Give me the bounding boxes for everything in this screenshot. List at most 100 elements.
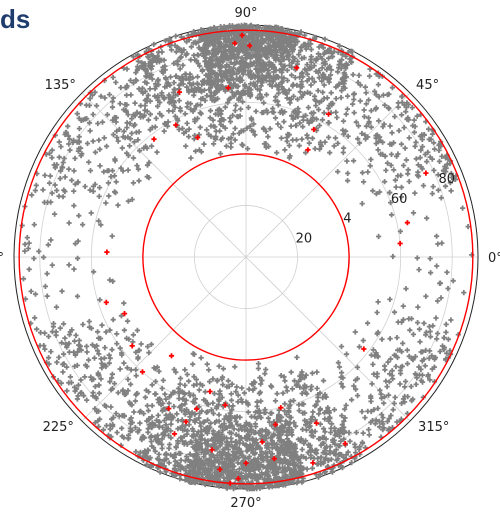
data-point-gray <box>442 183 449 189</box>
data-point-red <box>217 466 223 472</box>
data-point-gray <box>411 129 417 135</box>
data-point-gray <box>322 455 329 461</box>
data-point-gray <box>342 78 348 84</box>
data-point-gray <box>317 471 323 477</box>
data-point-gray <box>418 147 424 153</box>
data-point-gray <box>120 168 126 174</box>
data-point-gray <box>220 366 226 372</box>
data-point-gray <box>355 123 362 129</box>
data-point-gray <box>229 23 235 29</box>
data-point-gray <box>194 439 201 445</box>
data-point-gray <box>107 379 113 385</box>
data-point-gray <box>48 237 54 243</box>
data-point-gray <box>114 331 120 337</box>
data-point-gray <box>377 387 383 393</box>
data-point-gray <box>310 115 316 121</box>
data-point-gray <box>341 454 347 460</box>
data-point-gray <box>284 135 290 141</box>
data-point-gray <box>74 139 80 145</box>
data-point-gray <box>461 290 467 296</box>
data-point-gray <box>235 446 241 453</box>
data-point-gray <box>91 355 98 361</box>
data-point-gray <box>72 338 78 344</box>
data-point-gray <box>233 102 239 109</box>
data-point-gray <box>117 366 123 372</box>
data-point-gray <box>204 49 211 56</box>
data-point-gray <box>193 148 199 154</box>
data-point-gray <box>355 136 361 142</box>
data-point-gray <box>291 467 297 473</box>
data-point-gray <box>400 340 406 346</box>
data-point-gray <box>394 419 400 425</box>
data-point-gray <box>114 341 120 347</box>
data-point-gray <box>208 85 214 91</box>
data-point-gray <box>284 95 290 101</box>
data-point-gray <box>171 102 177 109</box>
data-point-gray <box>190 426 196 432</box>
data-point-gray <box>125 152 132 159</box>
data-point-gray <box>270 105 276 112</box>
data-point-gray <box>76 337 82 344</box>
data-point-gray <box>185 457 191 463</box>
data-point-gray <box>274 150 280 156</box>
data-point-gray <box>443 329 449 335</box>
data-point-gray <box>119 425 125 431</box>
data-point-gray <box>232 107 238 114</box>
data-point-gray <box>339 413 345 419</box>
data-point-gray <box>320 434 326 441</box>
data-point-gray <box>373 92 379 98</box>
data-point-gray <box>419 144 426 150</box>
data-point-gray <box>414 113 420 119</box>
data-point-gray <box>211 454 217 461</box>
data-point-gray <box>175 118 181 124</box>
data-point-gray <box>317 146 323 152</box>
data-point-gray <box>385 359 391 365</box>
data-point-gray <box>119 433 125 439</box>
data-point-gray <box>257 428 263 434</box>
data-point-gray <box>300 74 306 80</box>
data-point-gray <box>128 367 134 373</box>
data-point-gray <box>313 98 319 104</box>
data-point-red <box>171 431 178 437</box>
data-point-gray <box>406 353 412 359</box>
data-point-red <box>151 136 157 142</box>
data-point-gray <box>423 332 429 338</box>
data-point-gray <box>231 76 237 83</box>
data-point-gray <box>141 145 147 151</box>
data-point-gray <box>44 271 50 277</box>
data-point-gray <box>405 167 411 173</box>
data-point-gray <box>248 73 254 79</box>
data-point-gray <box>342 85 348 91</box>
data-point-gray <box>38 330 44 336</box>
data-point-gray <box>179 389 185 395</box>
data-point-gray <box>268 483 274 489</box>
data-point-gray <box>98 376 104 382</box>
data-point-gray <box>134 109 140 115</box>
data-point-gray <box>213 134 219 140</box>
data-point-gray <box>248 81 254 87</box>
data-point-gray <box>187 101 194 107</box>
data-point-gray <box>373 350 379 356</box>
data-point-gray <box>437 280 443 286</box>
data-point-gray <box>171 86 177 92</box>
data-point-gray <box>330 439 336 445</box>
data-point-gray <box>294 480 300 486</box>
data-point-gray <box>437 348 443 355</box>
data-point-gray <box>259 32 265 39</box>
data-point-gray <box>351 383 357 389</box>
data-point-gray <box>252 41 259 47</box>
data-point-gray <box>182 401 188 407</box>
data-point-gray <box>265 52 271 58</box>
data-point-gray <box>109 347 115 353</box>
data-point-gray <box>32 187 38 194</box>
data-point-gray <box>51 321 57 327</box>
data-point-gray <box>64 388 70 394</box>
data-point-gray <box>415 304 421 310</box>
data-point-gray <box>167 98 173 104</box>
data-point-gray <box>208 466 214 472</box>
data-point-gray <box>281 452 287 458</box>
data-point-gray <box>248 39 254 45</box>
data-point-gray <box>421 356 427 362</box>
data-point-gray <box>130 180 136 186</box>
data-point-gray <box>113 179 119 185</box>
